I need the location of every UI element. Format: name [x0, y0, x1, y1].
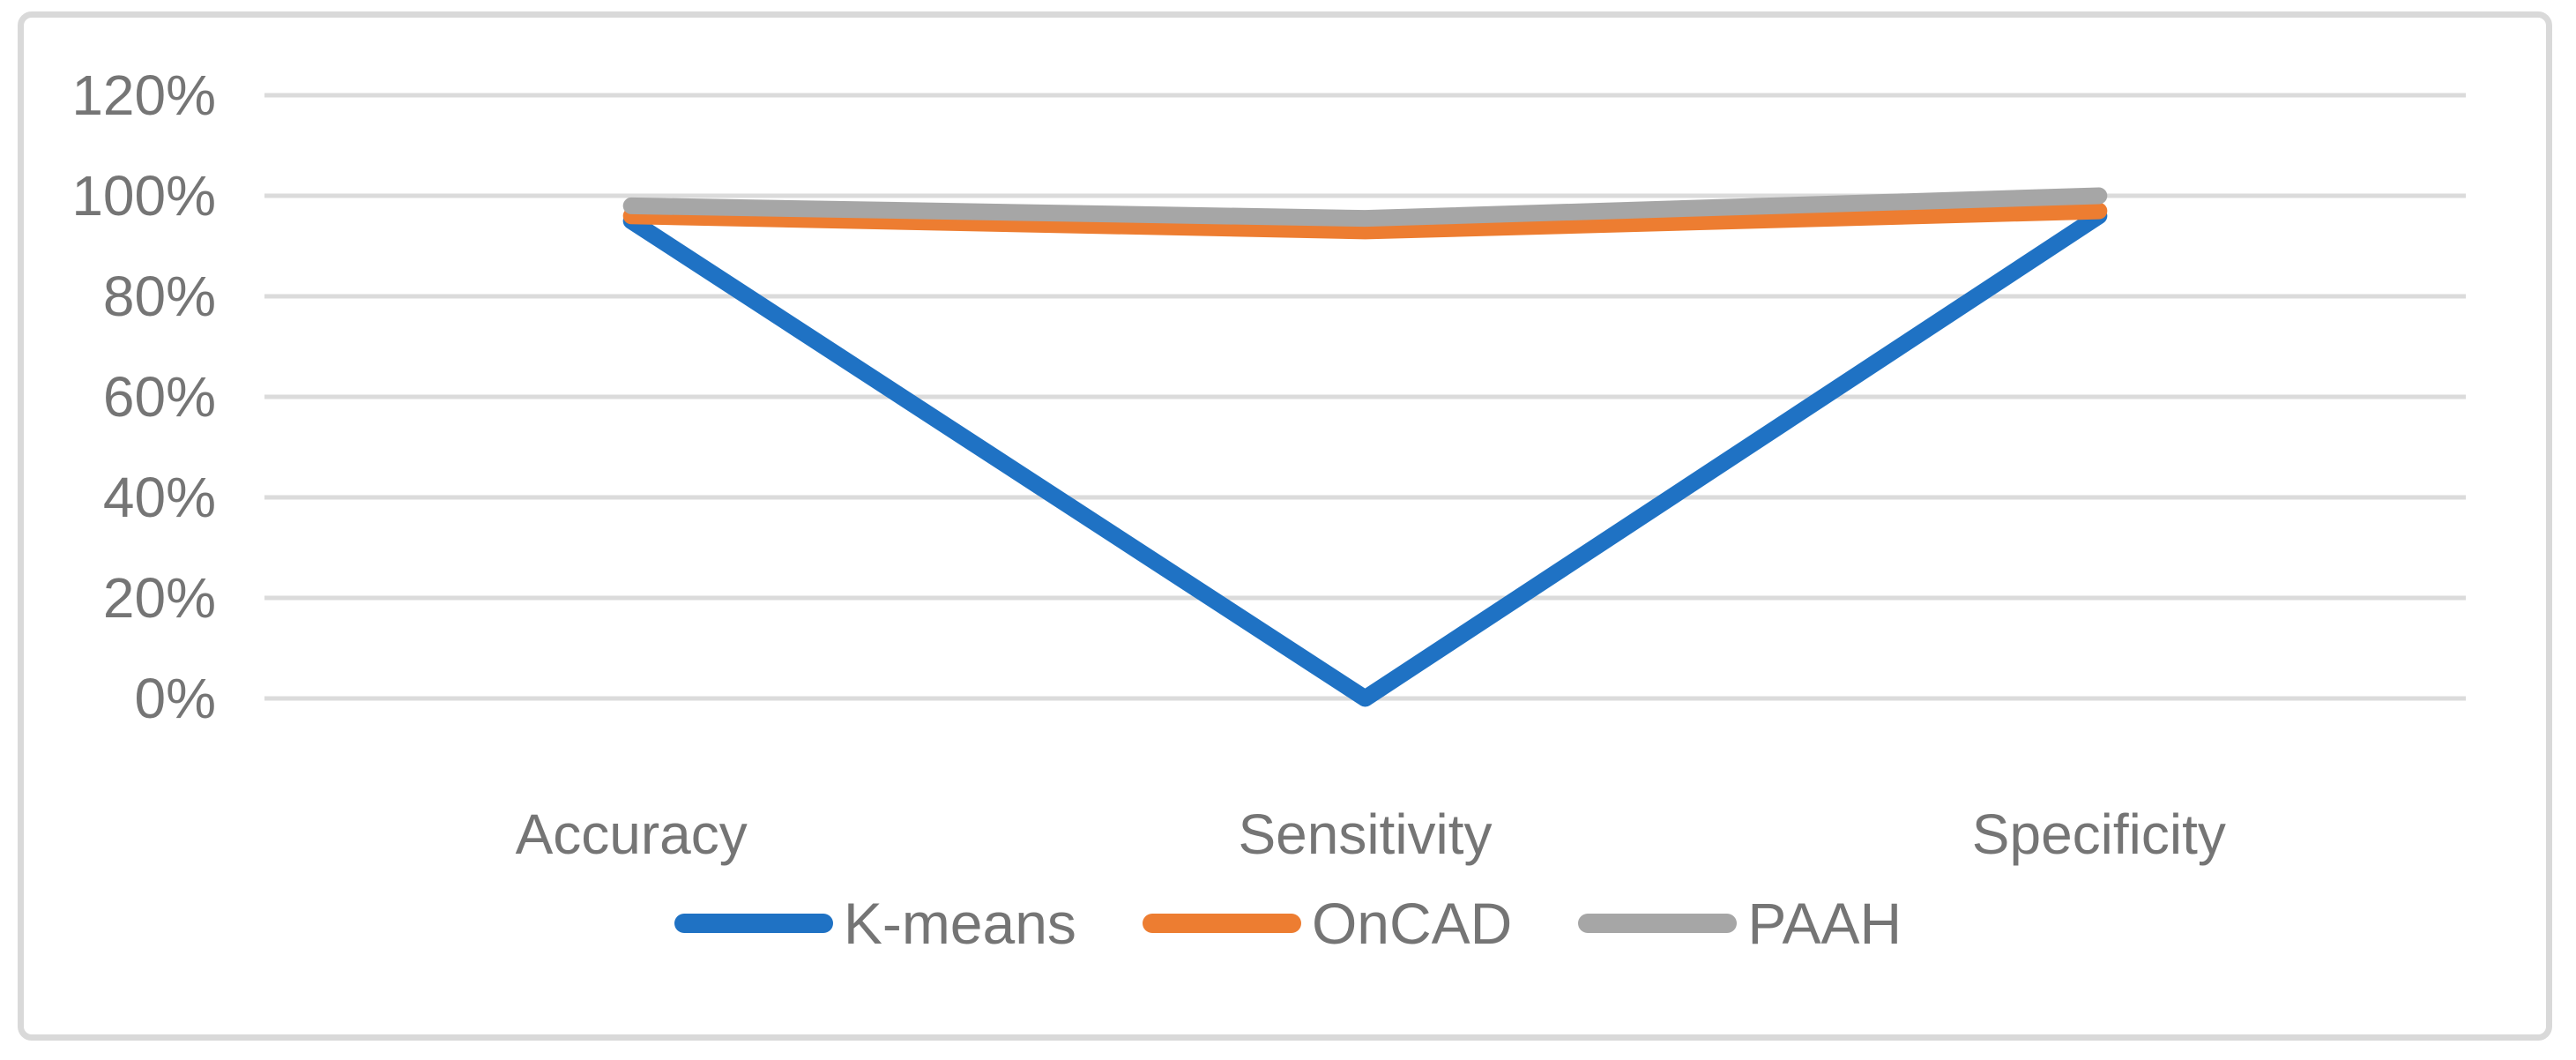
legend-item-paah: PAAH	[1578, 894, 1902, 952]
chart-area-border	[18, 11, 2552, 1041]
y-axis-tick-label-60%: 60%	[103, 365, 216, 429]
legend-item-kmeans: K-means	[674, 894, 1076, 952]
y-axis-tick-label-100%: 100%	[71, 164, 216, 228]
legend-swatch-paah	[1578, 914, 1738, 933]
x-axis-category-label-sensitivity: Sensitivity	[1238, 802, 1492, 866]
y-axis-tick-label-80%: 80%	[103, 265, 216, 328]
legend-label-paah: PAAH	[1747, 891, 1902, 956]
legend-label-kmeans: K-means	[843, 891, 1076, 956]
legend-label-oncad: OnCAD	[1311, 891, 1513, 956]
legend-swatch-oncad	[1142, 914, 1301, 933]
legend-item-oncad: OnCAD	[1142, 891, 1513, 956]
y-axis-tick-label-40%: 40%	[103, 466, 216, 529]
y-axis-tick-label-120%: 120%	[71, 63, 216, 127]
x-axis-category-label-accuracy: Accuracy	[516, 802, 748, 866]
x-axis-category-label-specificity: Specificity	[1972, 802, 2226, 866]
series-line-oncad	[622, 202, 2108, 240]
legend-swatch-kmeans	[674, 914, 833, 933]
series-line-paah	[622, 187, 2108, 228]
series-line-k-means	[622, 207, 2108, 707]
y-axis-tick-label-20%: 20%	[103, 566, 216, 630]
y-axis-tick-label-0%: 0%	[135, 667, 217, 730]
chart-legend: K-means OnCAD PAAH	[0, 894, 2576, 952]
